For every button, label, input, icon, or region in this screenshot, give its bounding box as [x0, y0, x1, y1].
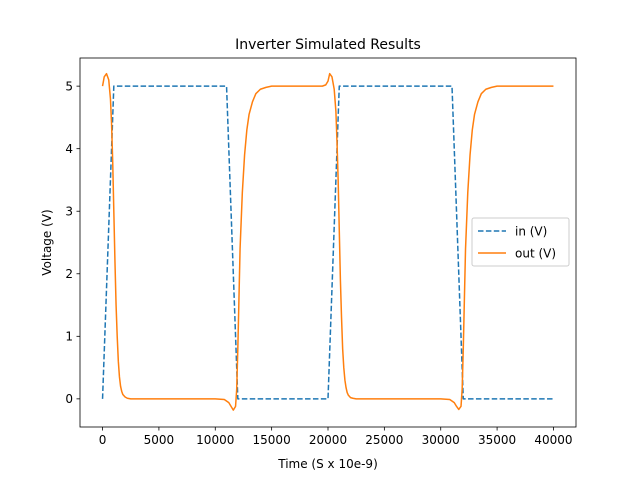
x-tick-label: 35000	[478, 433, 516, 447]
x-tick-label: 15000	[253, 433, 291, 447]
x-tick-label: 25000	[365, 433, 403, 447]
x-tick-label: 20000	[309, 433, 347, 447]
x-tick-label: 40000	[534, 433, 572, 447]
x-tick-label: 0	[99, 433, 107, 447]
x-tick-label: 10000	[196, 433, 234, 447]
x-axis-ticks: 0 5000 10000 15000 20000 25000 30000 35000 40000	[99, 427, 573, 447]
legend-label-in: in (V)	[515, 224, 547, 238]
series-line-out	[101, 72, 554, 411]
series-line-in	[101, 85, 554, 400]
chart-title: Inverter Simulated Results	[235, 37, 421, 53]
plot-lines	[101, 72, 554, 411]
y-tick-label: 2	[65, 267, 73, 281]
x-axis-label: Time (S x 10e-9)	[277, 457, 378, 471]
y-axis-ticks: 0 1 2 3 4 5	[65, 79, 80, 406]
y-axis-label: Voltage (V)	[40, 209, 54, 275]
y-tick-label: 0	[65, 392, 73, 406]
x-tick-label: 30000	[422, 433, 460, 447]
legend: in (V) out (V)	[471, 217, 570, 267]
y-tick-label: 1	[65, 330, 73, 344]
legend-label-out: out (V)	[515, 246, 556, 260]
y-tick-label: 4	[65, 142, 73, 156]
y-tick-label: 5	[65, 79, 73, 93]
legend-box	[471, 217, 570, 267]
x-tick-label: 5000	[144, 433, 175, 447]
y-tick-label: 3	[65, 205, 73, 219]
